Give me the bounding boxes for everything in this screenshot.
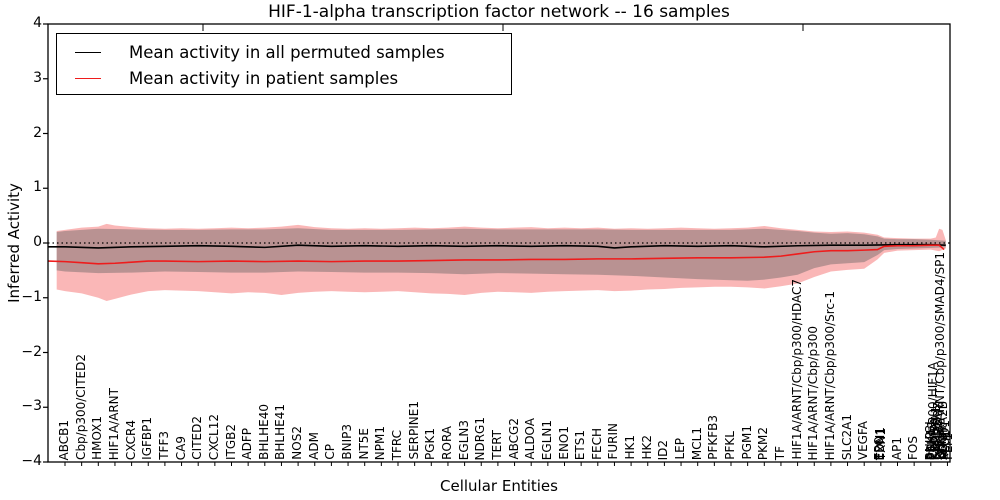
x-entity-label: EGLN1 <box>539 419 554 460</box>
x-entity-label: NT5E <box>356 428 371 460</box>
legend-entry: Mean activity in patient samples <box>57 65 511 91</box>
legend: Mean activity in all permuted samples Mea… <box>56 33 512 95</box>
legend-entry: Mean activity in all permuted samples <box>57 39 511 65</box>
y-tick-label: 4 <box>33 15 42 31</box>
x-entity-label: HIF1A/ARNT/Cbp/p300/Src-1 <box>822 290 837 460</box>
x-entity-label: ADM <box>306 432 321 460</box>
x-axis-label: Cellular Entities <box>440 477 558 495</box>
x-entity-label: HK1 <box>623 435 638 460</box>
x-entity-label: ABCB1 <box>57 419 71 460</box>
x-entity-label: HK2 <box>639 435 654 460</box>
legend-label: Mean activity in all permuted samples <box>129 42 445 62</box>
x-entity-label: CA9 <box>173 435 188 460</box>
y-tick-label: −4 <box>21 453 42 469</box>
x-entity-label: TERT <box>489 430 504 460</box>
legend-line-sample <box>75 77 101 79</box>
series-line-1 <box>48 244 945 265</box>
x-entity-label: EGLN3 <box>456 419 471 460</box>
x-entity-label: LEP <box>673 438 688 460</box>
x-entity-label: NOS2 <box>290 426 305 460</box>
legend-label: Mean activity in patient samples <box>129 68 399 88</box>
x-entity-label: BNIP3 <box>340 424 355 460</box>
x-entity-label: AP1 <box>889 436 904 460</box>
x-entity-label: HIF1A/ARNT/Cbp/p300 <box>806 325 821 460</box>
x-entity-label: HIF1A/ARNT/Cbp/p300/HDAC7 <box>789 279 804 460</box>
x-entity-label: VEGFA <box>856 420 871 460</box>
x-entity-label: TFRC <box>390 429 404 460</box>
x-entity-label: TFF3 <box>156 431 171 460</box>
x-entity-label: BHLHE41 <box>273 404 288 460</box>
x-entity-label: HMOX1 <box>90 416 105 460</box>
legend-line-sample <box>75 51 101 53</box>
y-tick-label: 1 <box>33 179 42 196</box>
x-entity-label: CITED2 <box>190 416 205 460</box>
series-line-0 <box>48 243 946 249</box>
x-entity-label: ETS1 <box>573 429 588 460</box>
y-tick-label: 0 <box>33 234 42 250</box>
x-entity-label: NPM1 <box>373 425 388 460</box>
x-entity-label: CXCR4 <box>123 419 138 460</box>
x-entity-label: ENO1 <box>556 426 571 460</box>
y-tick-label: 2 <box>33 124 42 141</box>
x-entity-label: TF <box>772 445 787 460</box>
x-entity-label: FECH <box>589 428 604 460</box>
x-entity-label: CXCL12 <box>206 413 221 460</box>
y-tick-label: −1 <box>21 288 42 305</box>
x-entity-label: RORA <box>439 426 454 460</box>
x-entity-label: CP <box>323 444 338 460</box>
y-tick-label: 3 <box>33 69 42 86</box>
x-entity-label: ITGB2 <box>223 423 238 460</box>
x-entity-label: SERPINE1 <box>406 401 421 460</box>
x-entity-label: FURIN <box>606 423 621 460</box>
x-entity-label: PFKL <box>723 431 737 460</box>
x-entity-label: Cbp/p300/CITED2 <box>73 354 88 460</box>
x-entity-label: NDRG1 <box>473 416 488 461</box>
y-tick-label: −2 <box>21 343 42 360</box>
x-entity-label: ADFP <box>240 428 255 460</box>
x-entity-label: BHLHE40 <box>256 404 271 460</box>
x-entity-label: PKM2 <box>756 426 771 460</box>
x-entity-label: SLC2A1 <box>839 413 854 460</box>
permuted-band <box>56 228 946 281</box>
chart-title: HIF-1-alpha transcription factor network… <box>268 2 730 22</box>
x-entity-label: ABCG2 <box>506 418 521 460</box>
x-entity-label: FOS <box>906 436 921 460</box>
x-entity-label: TXN1 <box>874 427 888 460</box>
x-entity-label: PGM1 <box>739 425 754 460</box>
x-entity-label: PGK1 <box>423 427 438 460</box>
x-entity-label: IGFBP1 <box>140 417 155 460</box>
x-entity-label: ID2 <box>656 439 671 460</box>
x-entity-label: PFKFB3 <box>706 415 721 460</box>
x-entity-label: ALDOA <box>523 418 538 460</box>
x-entity-label: FLT1 <box>940 433 955 460</box>
y-tick-label: −3 <box>21 398 42 415</box>
x-entity-label: HIF1A/ARNT <box>106 387 121 460</box>
x-entity-label: MCL1 <box>689 426 704 460</box>
